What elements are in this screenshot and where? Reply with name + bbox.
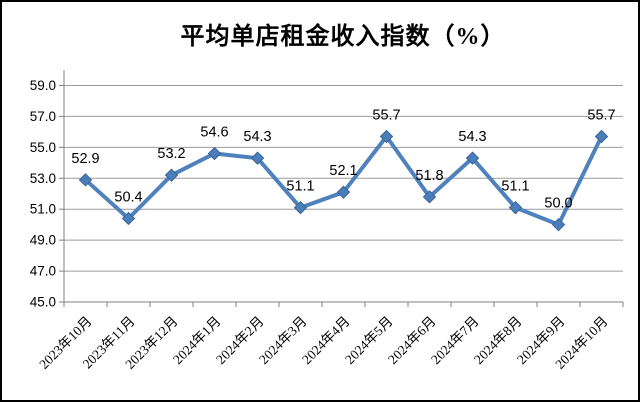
- data-label: 50.4: [114, 189, 142, 205]
- data-point-marker: [336, 185, 351, 199]
- data-label: 53.2: [157, 146, 185, 162]
- data-label: 51.8: [415, 168, 443, 184]
- y-axis-label: 53.0: [30, 171, 56, 186]
- y-axis-label: 45.0: [30, 295, 56, 310]
- data-label: 51.1: [501, 179, 529, 195]
- data-label: 52.9: [71, 151, 99, 167]
- data-label: 52.1: [329, 163, 357, 179]
- data-point-marker: [379, 129, 394, 144]
- data-label: 54.3: [458, 129, 486, 145]
- data-label: 54.3: [243, 129, 271, 145]
- data-point-marker: [121, 211, 136, 226]
- data-point-marker: [422, 190, 437, 204]
- data-point-marker: [207, 146, 222, 161]
- y-axis-label: 57.0: [30, 109, 56, 124]
- y-axis-label: 55.0: [30, 140, 56, 155]
- y-axis-label: 51.0: [30, 202, 56, 217]
- data-label: 55.7: [372, 108, 400, 124]
- y-axis-label: 49.0: [30, 233, 56, 248]
- y-axis-label: 59.0: [30, 78, 56, 93]
- data-point-marker: [594, 129, 609, 144]
- data-point-marker: [465, 151, 480, 165]
- data-label: 51.1: [286, 179, 314, 195]
- data-label: 55.7: [587, 108, 615, 124]
- data-point-marker: [551, 217, 566, 232]
- chart-title: 平均单店租金收入指数（%）: [180, 24, 506, 50]
- data-point-marker: [293, 200, 308, 215]
- data-point-marker: [78, 173, 93, 187]
- data-label: 50.0: [544, 196, 572, 212]
- data-point-marker: [164, 168, 179, 182]
- data-label: 54.6: [200, 125, 228, 141]
- data-point-marker: [250, 151, 265, 165]
- data-point-marker: [508, 200, 523, 215]
- y-axis-label: 47.0: [30, 264, 56, 279]
